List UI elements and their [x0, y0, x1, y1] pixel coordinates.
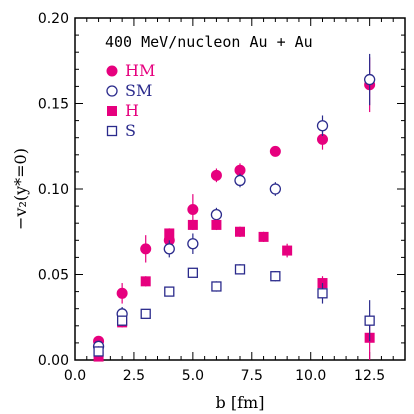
data-point: [140, 276, 151, 287]
data-point: [234, 174, 246, 187]
x-tick-label: 2.5: [123, 368, 145, 384]
data-point: [211, 219, 222, 230]
data-point: [187, 267, 199, 278]
data-point: [269, 145, 281, 157]
data-point: [235, 226, 245, 237]
legend-label: HM: [125, 61, 155, 80]
x-tick-label: 10.0: [295, 368, 326, 384]
series-s: [93, 264, 375, 357]
chart-annotation: 400 MeV/nucleon Au + Au: [105, 33, 313, 51]
data-point: [211, 281, 222, 292]
legend-marker: [107, 106, 117, 116]
data-point: [187, 204, 199, 216]
x-tick-label: 5.0: [182, 368, 204, 384]
y-tick-label: 0.15: [38, 97, 69, 113]
data-point: [269, 183, 282, 195]
y-tick-label: 0.00: [38, 353, 69, 369]
y-axis-title: −v₂(y*=0): [11, 148, 30, 230]
data-point: [210, 208, 223, 221]
data-point: [270, 271, 281, 282]
data-point: [210, 169, 222, 181]
legend-marker: [106, 85, 118, 97]
data-point: [258, 231, 269, 242]
data-point: [187, 238, 199, 250]
legend-label: H: [125, 101, 139, 120]
data-point: [234, 264, 246, 275]
data-point: [164, 286, 175, 297]
data-point: [140, 308, 151, 319]
series-h: [93, 219, 375, 362]
data-point: [316, 120, 329, 132]
data-marks: [92, 53, 376, 362]
x-axis-title: b [fm]: [216, 393, 265, 412]
data-point: [116, 315, 128, 326]
data-point: [163, 243, 175, 255]
y-tick-label: 0.10: [38, 182, 69, 198]
y-tick-label: 0.05: [38, 268, 69, 284]
data-point: [364, 315, 375, 326]
data-point: [93, 346, 104, 357]
x-tick-label: 7.5: [241, 368, 263, 384]
tick-labels: 0.0 2.5 5.0 7.5 10.0 12.5 0.00 0.05 0.10 0.15 0.20: [38, 11, 385, 384]
legend-label: SM: [125, 81, 152, 100]
data-point: [317, 288, 328, 299]
legend-marker: [106, 125, 118, 137]
x-tick-label: 12.5: [354, 368, 385, 384]
legend-marker: [106, 65, 118, 77]
data-point: [164, 228, 175, 239]
data-point: [282, 245, 293, 256]
data-point: [363, 73, 376, 86]
legend-label: S: [125, 121, 136, 140]
data-point: [116, 287, 128, 299]
data-point: [140, 243, 152, 255]
x-tick-label: 0.0: [64, 368, 86, 384]
y-tick-label: 0.20: [38, 11, 69, 27]
data-point: [187, 219, 198, 230]
axis-ticks: [74, 17, 406, 361]
